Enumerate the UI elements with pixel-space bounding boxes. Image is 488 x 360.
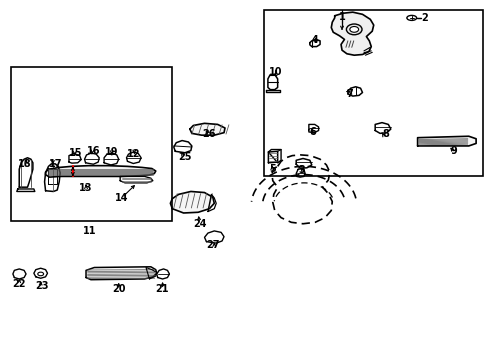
Text: 22: 22	[12, 279, 25, 289]
Text: 27: 27	[205, 239, 219, 249]
Text: 11: 11	[82, 226, 96, 236]
Text: 20: 20	[112, 284, 125, 294]
Text: 26: 26	[202, 129, 215, 139]
Text: 5: 5	[268, 163, 275, 174]
Text: 17: 17	[48, 159, 62, 169]
Text: 19: 19	[105, 147, 119, 157]
Text: 10: 10	[268, 67, 282, 77]
Text: 2: 2	[421, 13, 427, 23]
Ellipse shape	[38, 272, 43, 276]
Text: 15: 15	[68, 148, 82, 158]
Text: 23: 23	[35, 281, 49, 291]
Text: 24: 24	[192, 219, 206, 229]
Polygon shape	[189, 123, 224, 135]
Polygon shape	[417, 136, 475, 146]
Text: 21: 21	[155, 284, 168, 294]
Text: 7: 7	[345, 89, 352, 99]
Text: 25: 25	[178, 152, 191, 162]
Polygon shape	[86, 267, 157, 280]
Text: 8: 8	[382, 129, 388, 139]
Text: 1: 1	[338, 12, 345, 22]
Polygon shape	[45, 166, 156, 177]
Text: 4: 4	[311, 35, 318, 45]
Text: 12: 12	[126, 149, 140, 159]
Text: 16: 16	[86, 146, 100, 156]
Text: 9: 9	[450, 146, 457, 156]
Text: 13: 13	[79, 183, 93, 193]
Ellipse shape	[346, 24, 361, 35]
Text: 14: 14	[115, 193, 128, 203]
Bar	[264, 10, 483, 176]
Polygon shape	[170, 192, 214, 213]
Text: 3: 3	[298, 165, 305, 175]
Text: 18: 18	[18, 159, 32, 169]
Polygon shape	[330, 12, 373, 55]
Bar	[11, 67, 172, 221]
Text: 6: 6	[309, 127, 316, 136]
Ellipse shape	[349, 27, 358, 32]
